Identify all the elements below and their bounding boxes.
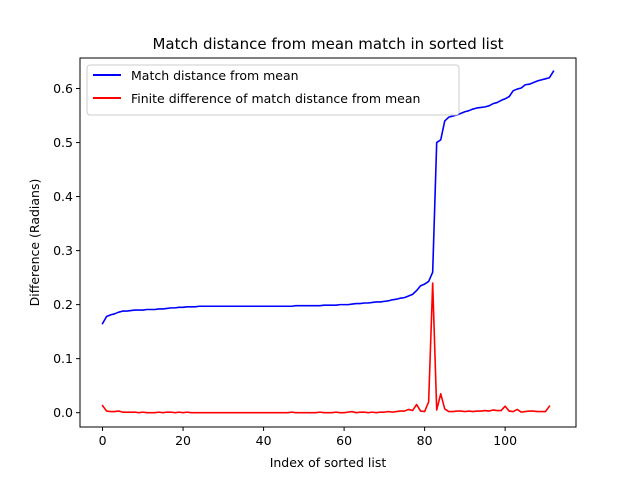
- legend-label-match-distance: Match distance from mean: [131, 68, 299, 83]
- x-axis-label: Index of sorted list: [270, 455, 387, 470]
- legend: Match distance from mean Finite differen…: [86, 64, 460, 116]
- x-tick-label: 100: [493, 433, 517, 448]
- chart-title: Match distance from mean match in sorted…: [152, 35, 503, 53]
- y-axis-label: Difference (Radians): [27, 179, 42, 307]
- series-line-finite-difference: [101, 282, 551, 414]
- series-layer: [101, 70, 555, 414]
- y-axis: 0.0 0.1 0.2 0.3 0.4 0.5 0.6: [53, 81, 80, 420]
- x-tick-label: 80: [417, 433, 433, 448]
- legend-label-finite-difference: Finite difference of match distance from…: [131, 91, 420, 106]
- x-tick-label: 40: [256, 433, 272, 448]
- y-tick-label: 0.5: [53, 135, 73, 150]
- x-tick-label: 60: [336, 433, 352, 448]
- y-tick-label: 0.0: [53, 405, 73, 420]
- series-line-match-distance: [101, 70, 555, 325]
- x-axis: 0 20 40 60 80 100: [99, 427, 517, 448]
- x-tick-label: 20: [175, 433, 191, 448]
- y-tick-label: 0.3: [53, 243, 73, 258]
- plot-frame: [79, 57, 577, 428]
- legend-box: [86, 64, 460, 116]
- y-tick-label: 0.6: [53, 81, 73, 96]
- y-tick-label: 0.2: [53, 297, 73, 312]
- x-tick-label: 0: [99, 433, 107, 448]
- y-tick-label: 0.4: [53, 189, 73, 204]
- y-tick-label: 0.1: [53, 351, 73, 366]
